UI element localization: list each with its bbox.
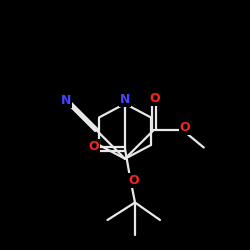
Text: O: O bbox=[150, 92, 160, 105]
Text: O: O bbox=[128, 174, 139, 186]
Text: O: O bbox=[88, 140, 99, 153]
Text: N: N bbox=[120, 93, 130, 106]
Text: N: N bbox=[61, 94, 72, 106]
Text: O: O bbox=[180, 121, 190, 134]
